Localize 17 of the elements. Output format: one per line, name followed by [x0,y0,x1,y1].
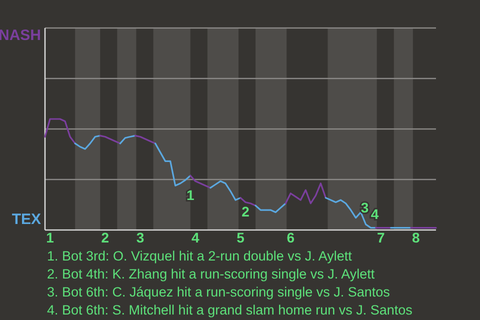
text: 1. Bot 3rd: O. Vizquel hit a 2-run double vs J. Aylett [47,248,352,264]
text: TEX [12,210,41,228]
annotation: 3 [360,199,369,216]
x-tick-label: 5 [236,230,245,246]
x-tick-label: 7 [376,230,385,246]
x-tick-label: 1 [46,230,54,246]
x-tick-label: 2 [101,230,110,246]
x-tick-label: 3 [136,230,144,246]
x-tick-label: 6 [286,230,295,246]
x-tick-label: 4 [191,230,200,246]
annotation: 4 [370,206,379,222]
text: 3. Bot 6th: C. Jáquez hit a run-scoring single vs J. Santos [47,284,390,300]
text: 2. Bot 4th: K. Zhang hit a run-scoring single vs J. Aylett [47,266,375,282]
text: 4. Bot 6th: S. Mitchell hit a grand slam home run vs J. Santos [47,302,413,318]
annotation: 2 [242,204,250,220]
x-tick-label: 8 [412,230,420,246]
annotation: 1 [186,187,194,204]
